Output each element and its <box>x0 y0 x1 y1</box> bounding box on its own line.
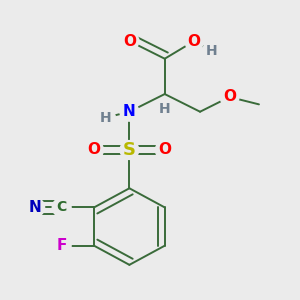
Circle shape <box>155 141 174 159</box>
Circle shape <box>85 141 104 159</box>
Circle shape <box>202 42 221 61</box>
Circle shape <box>96 108 115 127</box>
Circle shape <box>120 141 139 159</box>
Text: O: O <box>188 34 201 49</box>
Text: H: H <box>100 111 112 124</box>
Circle shape <box>120 32 139 50</box>
Text: O: O <box>158 142 171 158</box>
Circle shape <box>220 88 239 106</box>
Text: O: O <box>123 34 136 49</box>
Circle shape <box>52 198 71 217</box>
Text: H: H <box>206 44 218 58</box>
Text: N: N <box>123 104 136 119</box>
Text: O: O <box>223 89 236 104</box>
Circle shape <box>52 236 71 255</box>
Text: S: S <box>123 141 136 159</box>
Text: H: H <box>159 102 170 116</box>
Text: C: C <box>56 200 67 214</box>
Circle shape <box>26 198 45 217</box>
Text: F: F <box>56 238 67 253</box>
Circle shape <box>185 32 204 50</box>
Text: O: O <box>88 142 100 158</box>
Circle shape <box>120 102 139 121</box>
Circle shape <box>155 99 174 118</box>
Text: N: N <box>29 200 41 215</box>
